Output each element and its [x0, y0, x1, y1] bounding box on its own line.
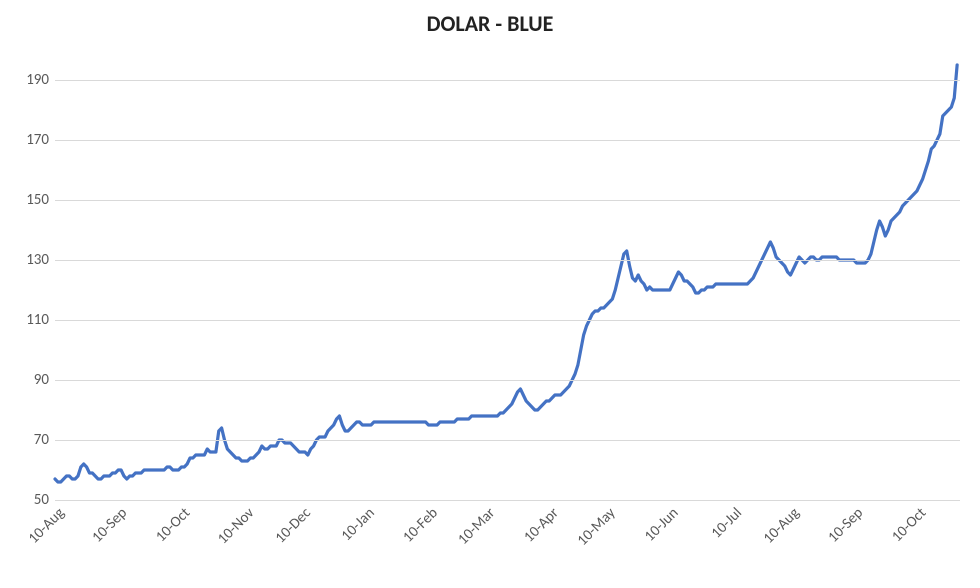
x-axis-label: 10-Sep	[820, 500, 867, 547]
line-series	[55, 50, 960, 500]
x-axis-label: 10-Sep	[84, 500, 131, 547]
y-axis-label: 90	[34, 371, 55, 389]
x-axis-label: 10-Oct	[884, 500, 930, 546]
x-axis-label: 10-Aug	[756, 500, 804, 548]
gridline	[55, 500, 960, 501]
gridline	[55, 320, 960, 321]
x-axis-label: 10-Jul	[704, 500, 746, 542]
x-axis-label: 10-Aug	[20, 500, 68, 548]
chart-title: DOLAR - BLUE	[0, 10, 980, 37]
gridline	[55, 140, 960, 141]
plot-area: 50709011013015017019010-Aug10-Sep10-Oct1…	[55, 50, 960, 500]
chart-container: DOLAR - BLUE 50709011013015017019010-Aug…	[0, 0, 980, 588]
gridline	[55, 200, 960, 201]
x-axis-label: 10-Dec	[268, 500, 315, 547]
y-axis-label: 130	[26, 251, 55, 269]
x-axis-label: 10-Apr	[516, 500, 562, 546]
x-axis-label: 10-Oct	[148, 500, 194, 546]
gridline	[55, 80, 960, 81]
x-axis-label: 10-Feb	[395, 500, 442, 547]
gridline	[55, 440, 960, 441]
y-axis-label: 150	[26, 191, 55, 209]
x-axis-label: 10-Nov	[209, 500, 257, 548]
y-axis-label: 110	[26, 311, 55, 329]
y-axis-label: 170	[26, 131, 55, 149]
gridline	[55, 380, 960, 381]
gridline	[55, 260, 960, 261]
y-axis-label: 70	[34, 431, 55, 449]
x-axis-label: 10-Jan	[333, 500, 378, 545]
x-axis-label: 10-May	[570, 500, 620, 550]
x-axis-label: 10-Jun	[637, 500, 682, 545]
price-line	[55, 65, 957, 482]
x-axis-label: 10-Mar	[450, 500, 499, 549]
y-axis-label: 190	[26, 71, 55, 89]
